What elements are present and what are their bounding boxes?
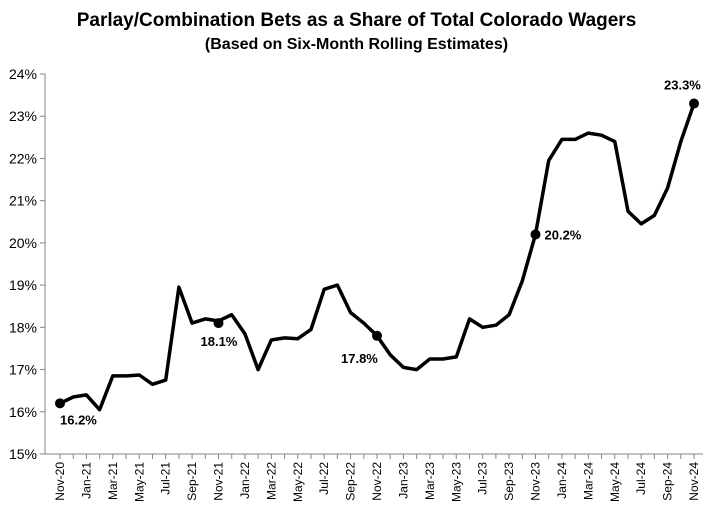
x-tick-label: Jan-22 [238, 462, 252, 499]
chart-title: Parlay/Combination Bets as a Share of To… [76, 10, 637, 31]
x-axis-ticks: Nov-20 Jan-21 Mar-21 May-21 Jul-21 Sep-21 Nov-… [53, 454, 701, 502]
x-tick-label: Sep-22 [344, 462, 358, 501]
y-axis-ticks: 15% 16% 17% 18% 19% 20% 21% 22% 23% 24% [9, 66, 45, 462]
x-tick-label: Jan-24 [555, 462, 569, 499]
highlight-markers: 16.2% 18.1% 17.8% 20.2% 23.3% [55, 78, 701, 427]
y-tick-label: 15% [9, 446, 37, 462]
y-tick-label: 23% [9, 108, 37, 124]
x-tick-label: May-22 [291, 462, 305, 502]
y-tick-label: 24% [9, 66, 37, 82]
highlight-point [213, 318, 224, 329]
x-tick-label: Sep-24 [661, 462, 675, 501]
highlight-point [530, 229, 541, 240]
x-tick-label: May-24 [608, 462, 622, 502]
x-tick-label: Mar-23 [423, 462, 437, 500]
x-tick-label: Mar-24 [581, 462, 595, 500]
y-tick-label: 19% [9, 277, 37, 293]
x-tick-label: Sep-23 [502, 462, 516, 501]
x-tick-label: Mar-22 [264, 462, 278, 500]
x-tick-label: May-21 [132, 462, 146, 502]
highlight-point [55, 398, 65, 409]
x-tick-label: Sep-21 [185, 462, 199, 501]
x-tick-label: Nov-24 [687, 462, 701, 501]
y-tick-label: 17% [9, 362, 37, 378]
y-tick-label: 16% [9, 404, 37, 420]
x-tick-label: Nov-21 [212, 462, 226, 501]
highlight-point [372, 330, 382, 341]
y-tick-label: 22% [9, 150, 37, 166]
x-tick-label: Jul-24 [634, 462, 648, 495]
data-label: 23.3% [664, 78, 701, 93]
x-tick-label: Jul-23 [476, 462, 490, 495]
y-tick-label: 21% [9, 193, 37, 209]
x-tick-label: Mar-21 [106, 462, 120, 500]
data-label: 18.1% [201, 334, 238, 349]
x-tick-label: Jul-21 [159, 462, 173, 495]
x-tick-label: May-23 [449, 462, 463, 502]
x-tick-label: Nov-23 [529, 462, 543, 501]
x-tick-label: Jan-21 [79, 462, 93, 499]
highlight-point [689, 98, 699, 109]
x-tick-label: Jan-23 [396, 462, 410, 499]
y-tick-label: 20% [9, 235, 37, 251]
y-tick-label: 18% [9, 319, 37, 335]
data-label: 20.2% [545, 227, 582, 242]
x-tick-label: Nov-20 [53, 462, 67, 501]
data-label: 17.8% [341, 351, 378, 366]
data-label: 16.2% [60, 412, 97, 427]
chart-subtitle: (Based on Six-Month Rolling Estimates) [204, 36, 509, 53]
x-tick-label: Jul-22 [317, 462, 331, 495]
x-tick-label: Nov-22 [370, 462, 384, 501]
